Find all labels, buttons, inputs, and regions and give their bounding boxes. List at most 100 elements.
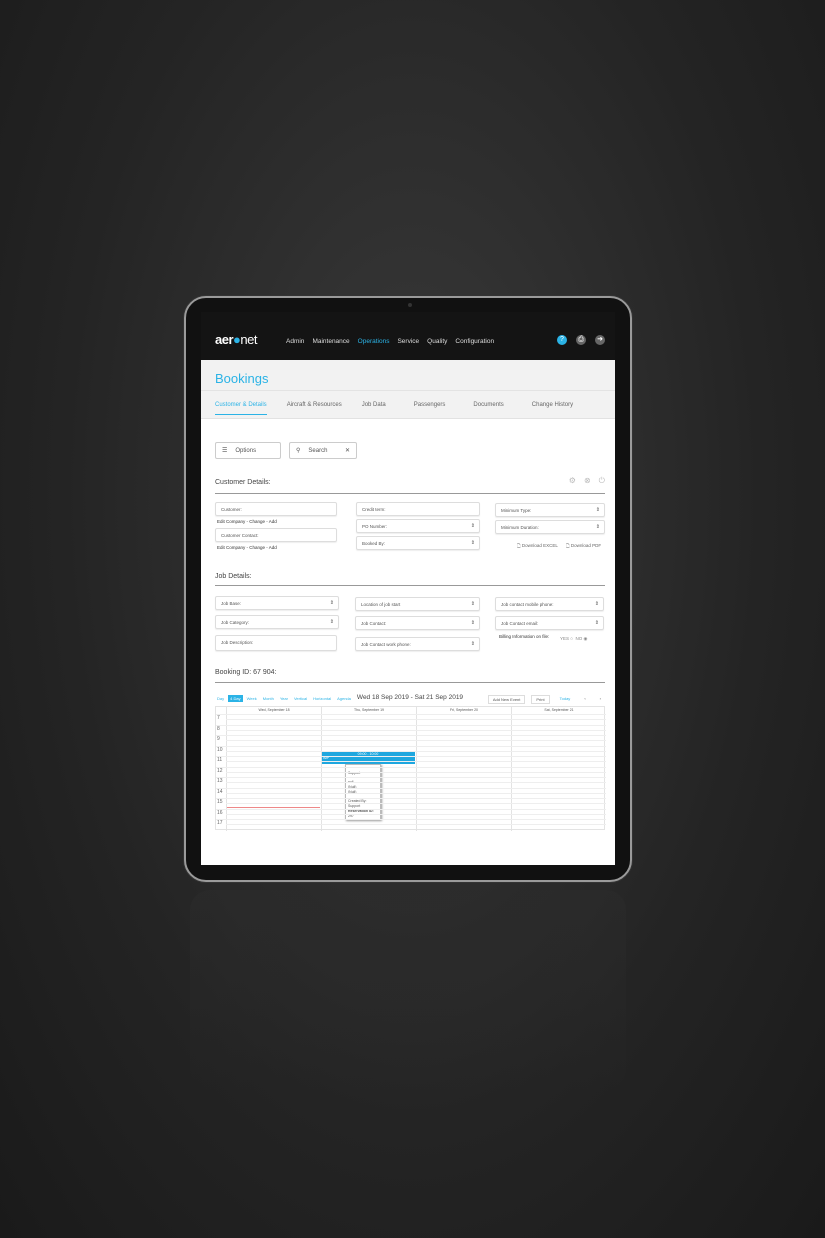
logo: aer●net	[215, 332, 257, 347]
print-icon[interactable]: ⎙	[576, 335, 586, 345]
logout-icon[interactable]: ➜	[595, 335, 605, 345]
hour-row	[216, 724, 606, 726]
clear-icon[interactable]: ⊗	[583, 476, 591, 485]
view-month[interactable]: Month	[262, 696, 274, 701]
hour-row	[216, 714, 606, 715]
view-agenda[interactable]: Agenda	[337, 696, 351, 701]
reservation-id: Reservation ID: 297	[348, 809, 374, 818]
download-excel-link[interactable]: 🗋 Download EXCEL	[517, 543, 558, 548]
help-icon[interactable]: ?	[557, 335, 567, 345]
nav-operations[interactable]: Operations	[357, 338, 390, 345]
tooltip-line: Created By: Support	[348, 799, 367, 808]
radio-yes[interactable]: ○	[570, 636, 573, 641]
view-year[interactable]: Year	[279, 696, 288, 701]
tablet-reflection	[190, 890, 626, 1090]
edit-contact-link[interactable]: Edit Company - Change - Add	[217, 545, 277, 550]
hour-label: 9	[217, 736, 220, 742]
nav-maintenance[interactable]: Maintenance	[312, 338, 350, 345]
half-hour-line	[226, 761, 606, 762]
hour-label: 16	[217, 809, 223, 816]
hour-label: 13	[217, 778, 223, 784]
job-contact-select[interactable]: Job Contact: ⇕	[355, 616, 480, 630]
hour-label: 10	[217, 746, 223, 753]
tab-passengers[interactable]: Passengers	[413, 402, 446, 408]
job-category-select[interactable]: Job Category: ⇕	[215, 615, 339, 629]
nav-quality[interactable]: Quality	[427, 338, 448, 345]
tooltip-line: (Null)	[348, 785, 357, 789]
view-4-day[interactable]: 4 Day	[228, 695, 243, 702]
nav-configuration[interactable]: Configuration	[455, 338, 495, 345]
view-week[interactable]: Week	[246, 696, 257, 701]
settings-icon[interactable]: ⚙	[568, 476, 576, 485]
half-hour-line	[226, 803, 606, 804]
close-icon[interactable]: ✕	[344, 448, 350, 454]
add-event-button[interactable]: Add New Event	[487, 695, 526, 704]
billing-label: Billing Information on file:	[499, 634, 550, 639]
booked-by-select[interactable]: Booked By: ⇕	[356, 536, 480, 550]
edit-company-link[interactable]: Edit Company - Change - Add	[217, 519, 277, 524]
camera	[408, 303, 412, 307]
tab-customer-details[interactable]: Customer & Details	[215, 402, 267, 415]
tab-job-data[interactable]: Job Data	[361, 402, 386, 408]
print-button[interactable]: Print	[531, 695, 550, 704]
download-pdf-link[interactable]: 🗋 Download PDF	[566, 543, 602, 548]
view-horizontal[interactable]: Horizontal	[313, 696, 332, 701]
prev-icon[interactable]: ‹	[584, 696, 586, 701]
hour-label: 12	[217, 767, 223, 774]
customer-contact-field[interactable]: Customer Contact:	[215, 528, 337, 542]
app-screen: aer●net Admin Maintenance Operations Ser…	[201, 312, 615, 865]
menu-icon: ☰	[222, 448, 228, 454]
calendar-grid: 09:00 - 10:00 IMP Support null (Null) (Null)…	[215, 706, 606, 831]
search-icon: ⚲	[296, 448, 301, 454]
options-button[interactable]: ☰ Options	[215, 442, 281, 459]
job-base-select[interactable]: Job Base: ⇕	[215, 596, 339, 610]
calendar-range: Wed 18 Sep 2019 - Sat 21 Sep 2019	[356, 694, 464, 701]
nav-admin[interactable]: Admin	[286, 338, 305, 345]
radio-no[interactable]: ◉	[583, 636, 588, 641]
page-header: Bookings Customer & Details Aircraft & R…	[201, 360, 615, 419]
job-details-heading: Job Details:	[215, 573, 252, 580]
day-column: Wed, September 18	[226, 707, 321, 831]
hour-row	[216, 745, 606, 747]
half-hour-line	[226, 771, 606, 773]
half-hour-line	[226, 740, 606, 741]
booking-id-heading: Booking ID: 67 904:	[215, 669, 277, 676]
nav-service[interactable]: Service	[397, 338, 420, 345]
mobile-phone-select[interactable]: Job contact mobile phone: ⇕	[495, 597, 604, 611]
location-select[interactable]: Location of job start ⇕	[355, 597, 480, 611]
half-hour-line	[226, 824, 606, 825]
po-number-select[interactable]: PO Number: ⇕	[356, 519, 480, 533]
search-button[interactable]: ⚲ Search ✕	[289, 442, 357, 459]
job-description-field[interactable]: Job Description:	[215, 635, 337, 651]
minimum-type-select[interactable]: Minimum Type: ⇕	[495, 503, 605, 517]
today-button[interactable]: Today	[559, 696, 571, 701]
work-phone-select[interactable]: Job Contact work phone: ⇕	[355, 637, 480, 651]
tab-bar: Customer & Details Aircraft & Resources …	[215, 402, 593, 415]
half-hour-line	[226, 719, 606, 720]
tab-documents[interactable]: Documents	[473, 402, 504, 408]
file-icon: 🗋	[517, 543, 521, 548]
hour-row	[216, 766, 606, 768]
credit-term-field[interactable]: Credit term:	[356, 502, 480, 516]
view-vertical[interactable]: Vertical	[293, 696, 308, 701]
contact-email-select[interactable]: Job Contact email: ⇕	[495, 616, 604, 630]
power-icon[interactable]: ⏻	[598, 476, 605, 485]
tab-change-history[interactable]: Change History	[531, 402, 574, 408]
tab-aircraft-resources[interactable]: Aircraft & Resources	[286, 402, 342, 408]
half-hour-line	[226, 792, 606, 794]
minimum-duration-select[interactable]: Minimum Duration: ⇕	[495, 520, 605, 534]
customer-field[interactable]: Customer:	[215, 502, 337, 516]
hour-label: 7	[217, 715, 220, 721]
day-column: Fri, September 20	[416, 707, 511, 831]
billing-radio-group: YES ○ NO ◉	[560, 636, 588, 641]
half-hour-line	[226, 813, 606, 815]
calendar-event[interactable]: 09:00 - 10:00 IMP	[321, 751, 415, 764]
next-icon[interactable]: ›	[599, 696, 601, 701]
day-column: Thu, September 19	[321, 707, 416, 831]
hour-label: 15	[217, 799, 223, 805]
hour-row	[216, 777, 606, 778]
view-day[interactable]: Day	[217, 696, 225, 701]
hour-label: 8	[217, 725, 220, 732]
hour-label: 17	[217, 820, 223, 826]
page-title: Bookings	[215, 371, 269, 386]
